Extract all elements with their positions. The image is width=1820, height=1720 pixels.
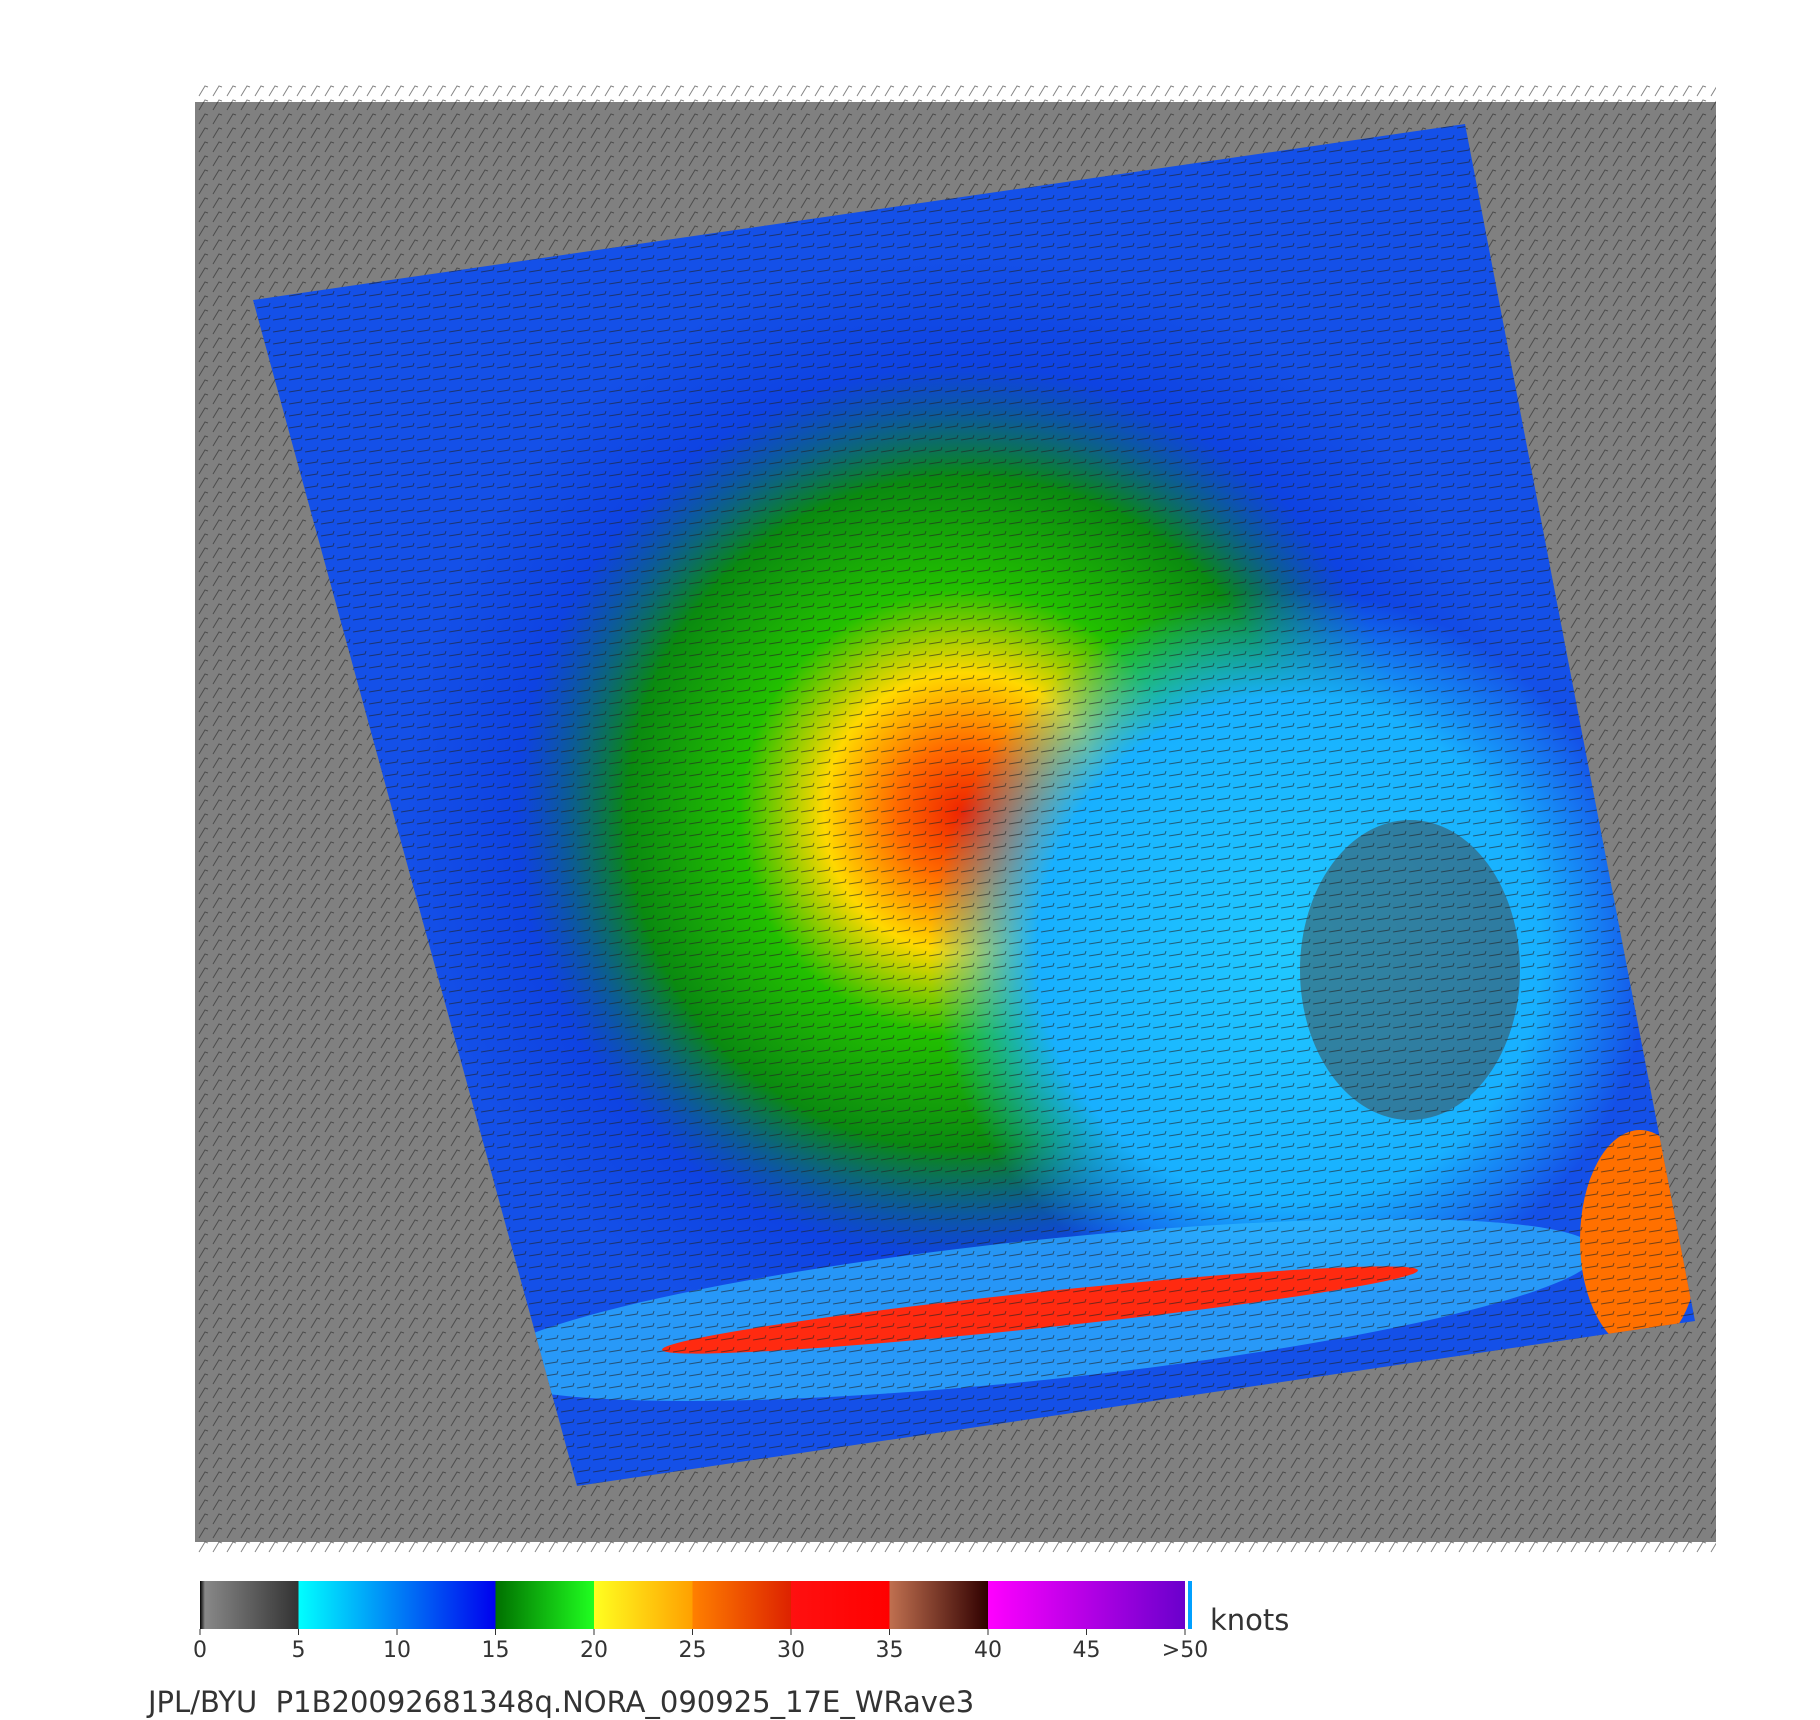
colorbar-end — [1188, 1581, 1192, 1629]
tick-label: 40 — [974, 1638, 1002, 1663]
tick-label: 45 — [1073, 1638, 1101, 1663]
tick-label: 25 — [679, 1638, 707, 1663]
tick-label: 15 — [482, 1638, 510, 1663]
colorbar — [200, 1581, 1185, 1629]
tick-label: 20 — [580, 1638, 608, 1663]
tick-label: 0 — [193, 1638, 207, 1663]
colorbar-unit: knots — [1210, 1603, 1289, 1637]
footer-text: JPL/BYU P1B20092681348q.NORA_090925_17E_… — [146, 1685, 974, 1719]
tick-label: 10 — [383, 1638, 411, 1663]
tick-label: 30 — [777, 1638, 805, 1663]
tick-label: 5 — [292, 1638, 306, 1663]
tick-label: 35 — [876, 1638, 904, 1663]
tick-label: >50 — [1162, 1638, 1208, 1663]
